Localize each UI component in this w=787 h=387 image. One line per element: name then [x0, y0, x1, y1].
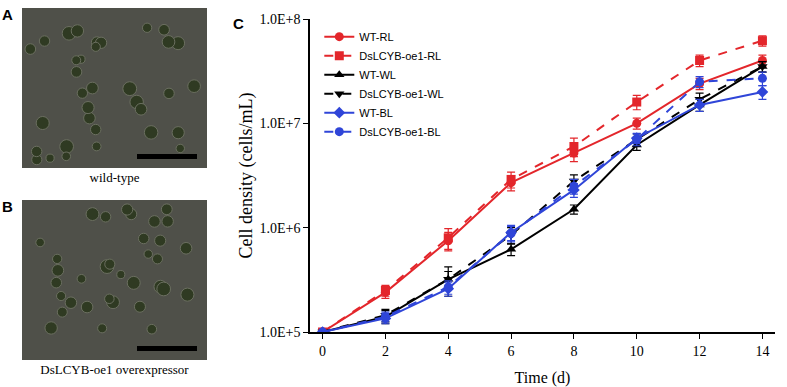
svg-text:14: 14: [755, 344, 769, 359]
svg-text:WT-RL: WT-RL: [359, 31, 393, 43]
svg-text:C: C: [233, 15, 244, 32]
svg-text:WT-BL: WT-BL: [359, 107, 393, 119]
svg-text:DsLCYB-oe1-WL: DsLCYB-oe1-WL: [359, 88, 443, 100]
html-text:B: B: [2, 198, 13, 215]
svg-text:4: 4: [445, 344, 452, 359]
html-text:A: A: [2, 6, 13, 23]
svg-text:1.0E+5: 1.0E+5: [259, 325, 300, 340]
svg-text:6: 6: [508, 344, 515, 359]
svg-text:8: 8: [570, 344, 577, 359]
svg-text:Cell density (cells/mL): Cell density (cells/mL): [236, 93, 257, 259]
svg-text:WT-WL: WT-WL: [359, 69, 396, 81]
svg-text:DsLCYB-oe1-BL: DsLCYB-oe1-BL: [359, 126, 440, 138]
svg-text:1.0E+8: 1.0E+8: [259, 12, 300, 27]
html-text:wild-type: wild-type: [89, 170, 140, 185]
svg-text:0: 0: [319, 344, 326, 359]
svg-text:Time (d): Time (d): [515, 369, 571, 387]
svg-text:1.0E+6: 1.0E+6: [259, 221, 300, 236]
svg-text:12: 12: [693, 344, 707, 359]
svg-text:2: 2: [382, 344, 389, 359]
svg-text:10: 10: [630, 344, 644, 359]
svg-text:1.0E+7: 1.0E+7: [259, 116, 300, 131]
html-text:DsLCYB-oe1 overexpressor: DsLCYB-oe1 overexpressor: [40, 362, 189, 377]
svg-text:DsLCYB-oe1-RL: DsLCYB-oe1-RL: [359, 50, 441, 62]
